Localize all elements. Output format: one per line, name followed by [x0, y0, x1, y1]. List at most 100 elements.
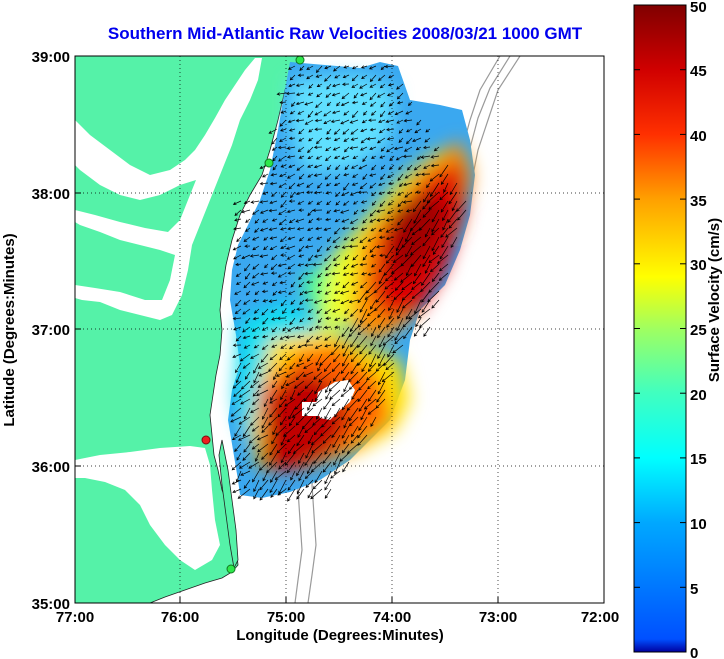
velocity-arrow: [424, 263, 431, 274]
velocity-arrow: [317, 362, 323, 372]
velocity-arrow: [402, 154, 413, 159]
velocity-arrow: [307, 92, 314, 96]
velocity-arrow: [357, 290, 368, 304]
velocity-arrow: [324, 335, 332, 341]
velocity-arrow: [287, 263, 296, 270]
velocity-arrow: [353, 200, 359, 205]
velocity-arrow: [272, 425, 278, 436]
velocity-arrow: [264, 263, 269, 269]
velocity-arrow: [357, 389, 368, 403]
velocity-arrow: [233, 226, 242, 231]
velocity-arrow: [404, 173, 413, 179]
velocity-arrow: [257, 362, 269, 369]
velocity-arrow: [269, 236, 278, 240]
velocity-arrow: [369, 146, 377, 151]
velocity-arrow: [386, 127, 395, 132]
velocity-arrow: [366, 371, 377, 381]
velocity-arrow: [289, 110, 296, 115]
velocity-field: [228, 62, 475, 502]
velocity-arrow: [278, 182, 287, 188]
velocity-arrow: [295, 218, 305, 223]
velocity-arrow: [254, 452, 260, 462]
velocity-arrow: [268, 128, 278, 134]
velocity-arrow: [361, 272, 368, 276]
velocity-arrow: [341, 335, 350, 349]
velocity-arrow: [378, 227, 386, 232]
velocity-arrow: [350, 236, 359, 242]
velocity-arrow: [322, 461, 332, 473]
velocity-arrow: [351, 425, 359, 438]
velocity-arrow: [234, 218, 242, 222]
velocity-arrow: [234, 290, 242, 295]
velocity-arrow: [252, 236, 260, 241]
velocity-arrow: [307, 200, 314, 205]
albemarle-sound: [75, 446, 220, 570]
lat-tick-label: 38:00: [32, 186, 70, 203]
velocity-arrow: [288, 199, 296, 203]
velocity-arrow: [380, 101, 386, 108]
velocity-arrow: [387, 344, 395, 358]
velocity-arrow: [295, 371, 305, 381]
velocity-arrow: [326, 101, 332, 107]
velocity-arrow: [261, 425, 269, 434]
velocity-arrow: [253, 308, 260, 314]
velocity-arrow: [360, 407, 368, 421]
velocity-arrow: [405, 308, 413, 320]
velocity-arrow: [412, 272, 422, 285]
velocity-arrow: [360, 200, 368, 204]
velocity-arrow: [291, 407, 305, 418]
velocity-arrow: [275, 371, 287, 377]
velocity-arrow: [271, 218, 278, 222]
lon-tick-label: 76:00: [161, 609, 199, 626]
velocity-arrow: [358, 380, 368, 391]
velocity-arrow: [262, 317, 269, 325]
velocity-arrow: [252, 398, 260, 406]
velocity-arrow: [357, 326, 368, 336]
velocity-arrow: [288, 182, 296, 190]
velocity-arrow: [261, 308, 269, 316]
velocity-arrow: [289, 317, 296, 326]
velocity-arrow: [331, 425, 341, 439]
velocity-arrow: [360, 208, 368, 213]
velocity-arrow: [271, 434, 278, 445]
velocity-arrow: [279, 137, 287, 142]
velocity-arrow: [316, 92, 323, 98]
velocity-arrow: [280, 434, 287, 446]
velocity-arrow: [303, 290, 314, 295]
velocity-arrow: [297, 344, 305, 349]
velocity-arrow: [276, 443, 287, 454]
velocity-arrow: [280, 110, 287, 114]
velocity-arrow: [312, 262, 323, 267]
velocity-arrow: [339, 452, 350, 462]
velocity-arrow: [448, 191, 458, 205]
velocity-arrow: [285, 91, 296, 96]
velocity-arrow: [274, 470, 287, 481]
velocity-arrow: [293, 380, 305, 389]
velocity-arrow: [286, 254, 296, 260]
velocity-arrow: [344, 308, 350, 315]
velocity-arrow: [334, 325, 341, 329]
velocity-arrow: [370, 299, 377, 310]
velocity-arrow: [238, 416, 251, 425]
velocity-arrow: [323, 398, 332, 410]
velocity-arrow: [299, 317, 305, 323]
velocity-arrow: [251, 281, 260, 286]
velocity-arrow: [367, 389, 377, 402]
velocity-arrow: [271, 191, 278, 197]
velocity-arrow: [237, 488, 251, 499]
velocity-arrow: [359, 236, 368, 244]
velocity-arrow: [288, 128, 296, 132]
velocity-arrow: [316, 236, 323, 240]
colorbar-tick-label: 15: [690, 451, 707, 468]
velocity-arrow: [314, 344, 323, 349]
velocity-arrow: [235, 335, 242, 342]
velocity-arrow: [376, 245, 386, 249]
velocity-arrow: [306, 190, 314, 195]
lon-tick-label: 72:00: [581, 609, 619, 626]
velocity-arrow: [380, 173, 386, 181]
velocity-arrow: [386, 290, 395, 299]
velocity-arrow: [296, 164, 305, 171]
velocity-arrow: [315, 407, 323, 420]
velocity-arrow: [378, 235, 386, 240]
velocity-arrow: [332, 298, 341, 303]
